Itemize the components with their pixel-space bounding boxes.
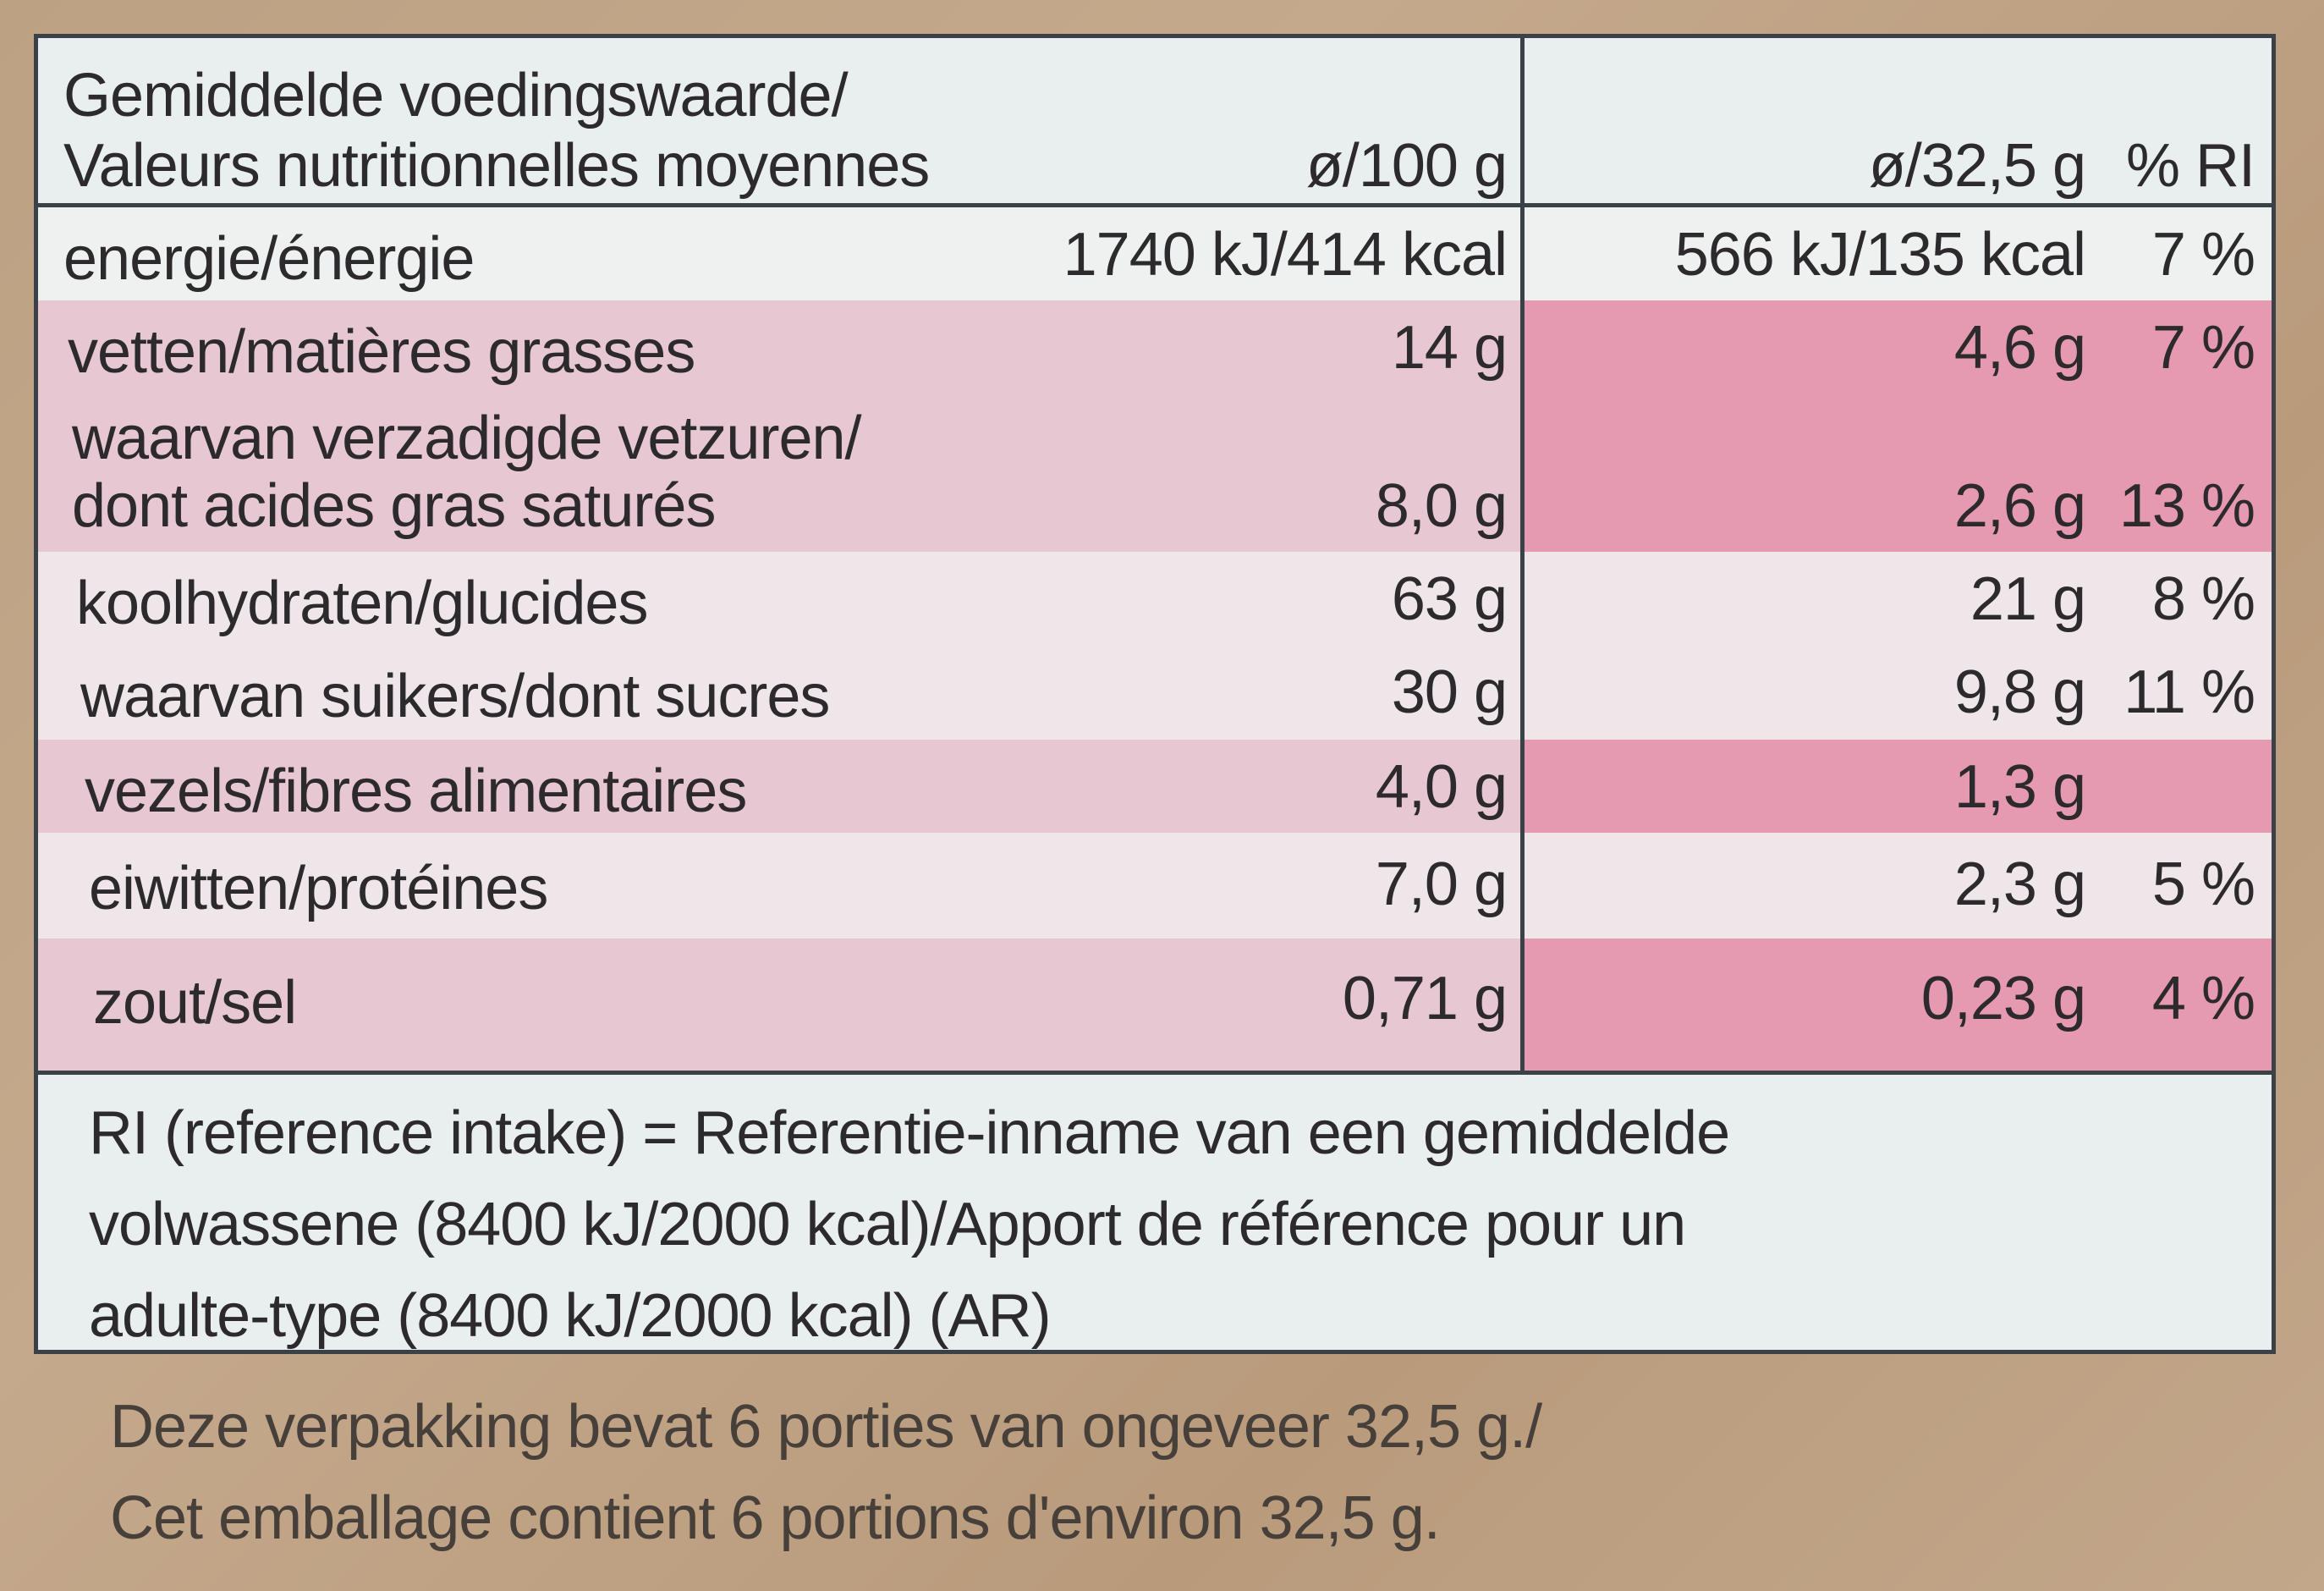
nutrient-label: waarvan verzadigde vetzuren/ — [72, 405, 862, 472]
package-note-line1: Deze verpakking bevat 6 porties van onge… — [110, 1393, 1542, 1461]
nutrient-label: koolhydraten/glucides — [76, 570, 648, 637]
column-header-ri: % RI — [2125, 132, 2255, 200]
value-per-portion: 1,3 g — [1953, 753, 2086, 821]
row-background — [1525, 395, 2272, 552]
value-ri: 7 % — [2151, 221, 2255, 289]
table-title-line1: Gemiddelde voedingswaarde/ — [63, 62, 849, 129]
table-row: waarvan suikers/dont sucres 30 g 9,8 g 1… — [38, 645, 2272, 740]
table-row: vezels/fibres alimentaires 4,0 g 1,3 g — [38, 740, 2272, 833]
value-per100g: 14 g — [1391, 314, 1508, 382]
ri-footnote-line2: volwassene (8400 kJ/2000 kcal)/Apport de… — [89, 1191, 1686, 1258]
nutrient-label: eiwitten/protéines — [89, 855, 548, 922]
row-background — [1525, 939, 2272, 1071]
ri-footnote: RI (reference intake) = Referentie-innam… — [89, 1087, 2204, 1362]
row-background — [38, 395, 1520, 552]
footer-divider — [38, 1071, 2272, 1075]
value-ri: 4 % — [2151, 965, 2255, 1032]
value-ri: 11 % — [2123, 658, 2255, 726]
package-note-line2: Cet emballage contient 6 portions d'envi… — [110, 1484, 1441, 1552]
value-per-portion: 2,6 g — [1953, 472, 2086, 540]
value-ri: 7 % — [2151, 314, 2255, 382]
row-background — [1525, 552, 2272, 645]
value-per100g: 7,0 g — [1375, 851, 1508, 918]
table-row: waarvan verzadigde vetzuren/ dont acides… — [38, 395, 2272, 552]
value-per-portion: 566 kJ/135 kcal — [1674, 221, 2086, 289]
header-divider — [38, 203, 2272, 207]
row-background — [38, 740, 1520, 833]
value-per100g: 4,0 g — [1375, 753, 1508, 821]
value-per-portion: 9,8 g — [1953, 658, 2086, 726]
row-background — [1525, 300, 2272, 395]
value-per100g: 1740 kJ/414 kcal — [1063, 221, 1508, 289]
row-background — [1525, 833, 2272, 939]
table-row: vetten/matières grasses 14 g 4,6 g 7 % — [38, 300, 2272, 395]
package-notes: Deze verpakking bevat 6 porties van onge… — [110, 1381, 1542, 1564]
nutrient-label: zout/sel — [93, 969, 297, 1037]
value-per100g: 30 g — [1391, 658, 1508, 726]
value-per-portion: 21 g — [1970, 565, 2086, 633]
table-row: eiwitten/protéines 7,0 g 2,3 g 5 % — [38, 833, 2272, 939]
table-row: koolhydraten/glucides 63 g 21 g 8 % — [38, 552, 2272, 645]
nutrient-label-secondary: dont acides gras saturés — [72, 472, 716, 540]
column-divider — [1520, 38, 1525, 1071]
row-background — [38, 207, 1520, 300]
table-title-line2: Valeurs nutritionnelles moyennes — [63, 132, 930, 200]
nutrient-label: waarvan suikers/dont sucres — [80, 663, 830, 730]
nutrient-label: vetten/matières grasses — [68, 318, 695, 386]
value-per100g: 63 g — [1391, 565, 1508, 633]
value-ri: 13 % — [2118, 472, 2255, 540]
row-background — [38, 300, 1520, 395]
row-background — [38, 552, 1520, 645]
value-per-portion: 4,6 g — [1953, 314, 2086, 382]
table-row: zout/sel 0,71 g 0,23 g 4 % — [38, 939, 2272, 1071]
ri-footnote-line1: RI (reference intake) = Referentie-innam… — [89, 1099, 1730, 1167]
row-background — [1525, 740, 2272, 833]
value-ri: 5 % — [2151, 851, 2255, 918]
row-background — [1525, 645, 2272, 740]
value-ri: 8 % — [2151, 565, 2255, 633]
column-header-per100g: ø/100 g — [1305, 132, 1508, 200]
table-row: energie/énergie 1740 kJ/414 kcal 566 kJ/… — [38, 207, 2272, 300]
row-background — [38, 939, 1520, 1071]
row-background — [38, 645, 1520, 740]
value-per100g: 8,0 g — [1375, 472, 1508, 540]
row-background — [1525, 207, 2272, 300]
nutrient-label: energie/énergie — [63, 225, 475, 293]
column-header-per-portion: ø/32,5 g — [1868, 132, 2086, 200]
nutrient-label: vezels/fibres alimentaires — [85, 757, 747, 825]
row-background — [38, 833, 1520, 939]
value-per-portion: 0,23 g — [1920, 965, 2086, 1032]
value-per100g: 0,71 g — [1342, 965, 1508, 1032]
ri-footnote-line3: adulte-type (8400 kJ/2000 kcal) (AR) — [89, 1282, 1052, 1350]
nutrition-table: Gemiddelde voedingswaarde/ Valeurs nutri… — [34, 34, 2276, 1354]
value-per-portion: 2,3 g — [1953, 851, 2086, 918]
